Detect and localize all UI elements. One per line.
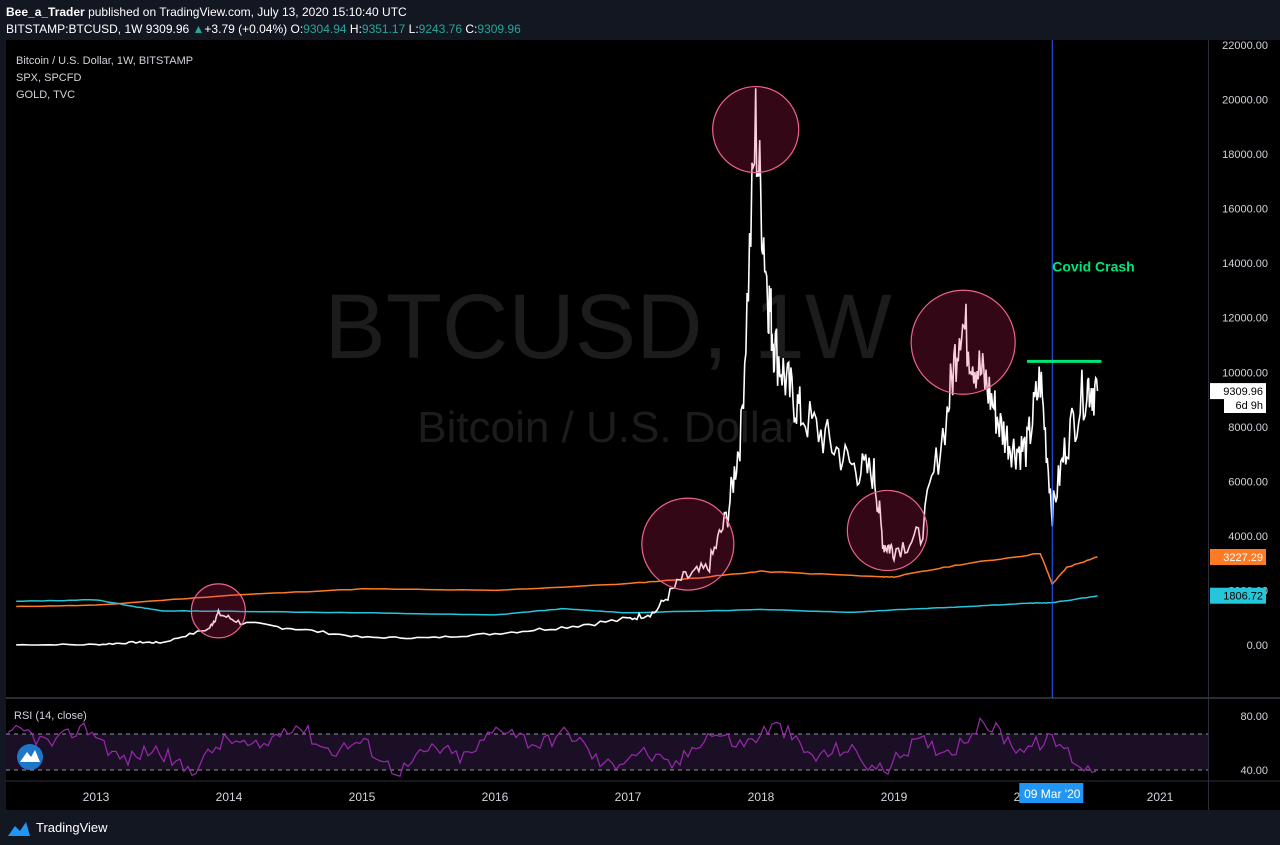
legend-spx[interactable]: SPX, SPCFD [16, 72, 81, 84]
price-axis[interactable] [1209, 40, 1280, 810]
highlight-circle[interactable] [846, 489, 928, 572]
rsi-line [7, 716, 1097, 777]
x-tick-label: 2016 [482, 790, 509, 804]
close-label: C: [465, 22, 478, 36]
y-tick-label: 16000.00 [1222, 204, 1268, 216]
last-price: 9309.96 [145, 22, 190, 36]
high-label: H: [349, 22, 362, 36]
x-tick-label: 2014 [216, 790, 243, 804]
highlight-circle[interactable] [910, 289, 1016, 395]
low-value: 9243.76 [418, 22, 463, 36]
y-tick-label: 14000.00 [1222, 258, 1268, 270]
high-value: 9351.17 [361, 22, 406, 36]
price-label: 6d 9h [1235, 400, 1263, 412]
rsi-label: RSI (14, close) [14, 710, 87, 722]
rsi-tick-label: 40.00 [1240, 765, 1268, 777]
legend-main[interactable]: Bitcoin / U.S. Dollar, 1W, BITSTAMP [16, 55, 193, 67]
chart-area[interactable] [6, 40, 1208, 810]
publish-text: published on TradingView.com, July 13, 2… [84, 5, 407, 19]
author[interactable]: Bee_a_Trader [6, 5, 85, 19]
y-tick-label: 10000.00 [1222, 367, 1268, 379]
chart-logo-icon[interactable] [17, 744, 43, 770]
tradingview-brand[interactable]: TradingView [36, 820, 108, 835]
chart-svg[interactable]: BTCUSD, 1W Bitcoin / U.S. Dollar 0.00 200… [0, 0, 1280, 812]
price-label: 3227.29 [1223, 552, 1263, 564]
open-value: 9304.94 [303, 22, 347, 36]
low-label: L: [408, 22, 419, 36]
spx-series-line [16, 552, 1098, 608]
y-tick-label: 4000.00 [1228, 531, 1268, 543]
highlight-circle[interactable] [641, 497, 735, 591]
rsi-band [6, 734, 1208, 770]
symbol: BITSTAMP:BTCUSD, 1W [6, 22, 143, 36]
tradingview-logo-icon[interactable] [6, 818, 32, 840]
publish-info: Bee_a_Trader published on TradingView.co… [6, 5, 407, 19]
price-label-bg [1210, 587, 1266, 604]
y-tick-label: 6000.00 [1228, 476, 1268, 488]
highlight-circle[interactable] [190, 583, 246, 639]
open-label: O: [290, 22, 304, 36]
price-label-bg [1224, 397, 1266, 413]
rsi-tick-label: 80.00 [1240, 711, 1268, 723]
date-marker-bg [1019, 783, 1084, 803]
y-tick-label: 18000.00 [1222, 149, 1268, 161]
price-label: 1806.72 [1223, 591, 1263, 603]
legend-gold[interactable]: GOLD, TVC [16, 89, 75, 101]
date-marker: 09 Mar '20 [1024, 787, 1081, 801]
price-label: 9309.96 [1223, 386, 1263, 398]
y-tick-label: 20000.00 [1222, 95, 1268, 107]
up-arrow-icon: ▲ [192, 22, 205, 36]
covid-crash-label[interactable]: Covid Crash [1052, 258, 1134, 274]
change: +3.79 (+0.04%) [204, 22, 288, 36]
footer: TradingView [0, 812, 1280, 845]
y-tick-label: 8000.00 [1228, 422, 1268, 434]
y-tick-label: 0.00 [1247, 640, 1268, 652]
x-tick-label: 2015 [349, 790, 376, 804]
x-tick-label: 2017 [615, 790, 642, 804]
x-tick-label: 2021 [1147, 790, 1174, 804]
btc-series-line [16, 88, 1099, 646]
y-tick-label: 22000.00 [1222, 40, 1268, 52]
close-value: 9309.96 [477, 22, 521, 36]
y-tick-label: 12000.00 [1222, 313, 1268, 325]
watermark-symbol: BTCUSD, 1W [324, 276, 892, 378]
watermark-description: Bitcoin / U.S. Dollar [417, 403, 798, 452]
price-label-bg [1210, 383, 1266, 400]
x-tick-label: 2019 [881, 790, 908, 804]
price-label-bg [1210, 548, 1266, 565]
x-tick-label: 2013 [83, 790, 110, 804]
gold-series-line [16, 595, 1098, 616]
x-tick-label: 2018 [748, 790, 775, 804]
ohlc-bar: BITSTAMP:BTCUSD, 1W 9309.96 ▲+3.79 (+0.0… [6, 22, 521, 36]
highlight-circle[interactable] [712, 85, 800, 174]
